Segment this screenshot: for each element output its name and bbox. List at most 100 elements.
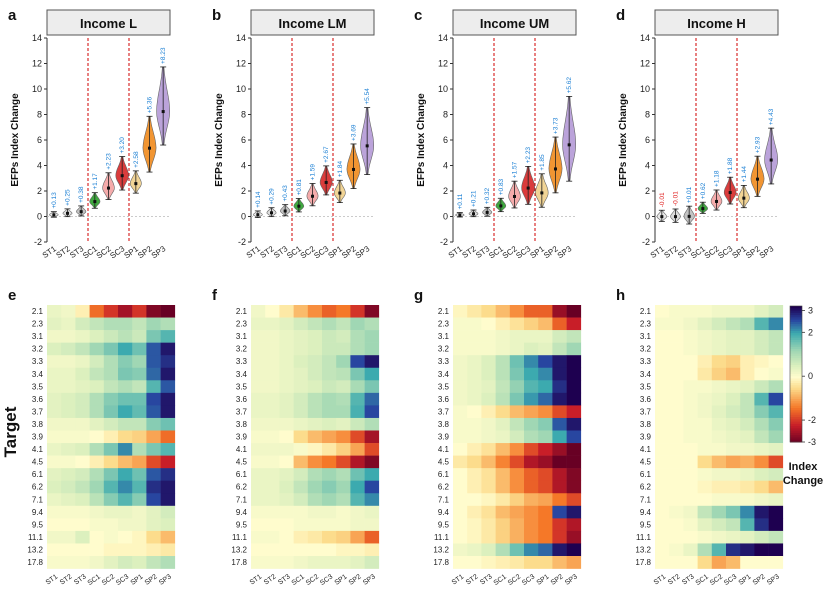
data-label-SP2: +2.93: [755, 136, 762, 153]
heat-cell-4.1-SC2: [103, 443, 119, 456]
x-tick-label: SC3: [521, 573, 536, 587]
heat-cell-3.4-SP1: [132, 367, 147, 381]
heat-cell-7.1-ST2: [61, 493, 76, 507]
median-point-SP1: [338, 191, 342, 195]
heat-cell-3.5-SP1: [336, 380, 351, 394]
heat-cell-3.5-ST1: [655, 380, 670, 394]
heat-cell-3.7-SP1: [538, 405, 553, 419]
heat-cell-6.2-ST1: [47, 480, 62, 494]
heat-cell-6.2-SP1: [538, 480, 553, 494]
x-tick-label: SC2: [305, 573, 320, 587]
median-point-ST2: [270, 211, 273, 215]
heat-cell-3.2-ST2: [669, 342, 684, 356]
heat-cell-11.1-ST3: [683, 530, 698, 544]
heat-cell-3.4-SP2: [146, 367, 161, 381]
colorbar-segment: [790, 310, 802, 314]
heat-cell-17.8-SC3: [322, 556, 337, 569]
heat-cell-3.7-ST1: [47, 405, 62, 419]
row-label: 3.1: [236, 332, 248, 341]
heat-cell-6.1-ST2: [61, 468, 76, 481]
data-label-SP3: +5.62: [566, 77, 573, 94]
heat-cell-3.2-SP3: [768, 342, 784, 356]
data-label-ST1: +0.13: [51, 192, 58, 209]
heat-cell-3.6-SC1: [89, 392, 105, 406]
panel-letter: g: [414, 287, 423, 304]
heat-cell-2.3-ST3: [481, 317, 496, 331]
row-label: 4.5: [640, 458, 652, 467]
heat-cell-9.4-ST3: [279, 505, 294, 519]
heat-cell-9.4-SC3: [726, 505, 741, 519]
heat-cell-3.5-SC2: [509, 380, 525, 394]
heat-cell-3.6-ST2: [467, 392, 482, 406]
heat-cell-3.3-SC3: [118, 355, 133, 369]
heat-cell-3.8-SP2: [552, 417, 567, 431]
heat-cell-3.6-SC3: [524, 392, 539, 406]
heat-cell-7.1-SC3: [726, 493, 741, 507]
x-tick-label: ST3: [479, 573, 494, 586]
heat-cell-3.6-ST3: [279, 392, 294, 406]
heat-cell-4.1-SP3: [364, 443, 380, 456]
heat-cell-3.9-SP1: [538, 430, 553, 444]
median-point-ST3: [283, 209, 287, 213]
x-tick-label: SC3: [723, 573, 738, 587]
heat-cell-2.3-ST1: [655, 317, 670, 331]
heat-cell-3.2-SP2: [350, 342, 365, 356]
row-label: 9.5: [32, 520, 44, 529]
row-label: 17.8: [433, 558, 449, 567]
heat-cell-3.2-ST3: [279, 342, 294, 356]
heat-cell-6.1-ST1: [453, 468, 468, 481]
heat-cell-3.4-SP3: [768, 367, 784, 381]
heat-cell-11.1-SC2: [711, 530, 727, 544]
heat-cell-3.7-SP3: [160, 405, 176, 419]
row-label: 9.5: [438, 520, 450, 529]
heat-cell-6.1-SP1: [740, 468, 755, 481]
heat-cell-9.5-ST3: [279, 518, 294, 532]
heat-cell-11.1-ST1: [251, 530, 266, 544]
heat-cell-4.5-SC1: [697, 455, 713, 469]
y-tick-label: 8: [241, 110, 246, 120]
heat-cell-4.1-ST2: [61, 443, 76, 456]
median-point-ST2: [66, 211, 69, 215]
heat-cell-3.3-SC1: [495, 355, 511, 369]
heat-cell-7.1-ST1: [655, 493, 670, 507]
x-tick-label: SP1: [536, 573, 551, 586]
median-point-SC2: [107, 186, 110, 190]
heat-cell-9.5-ST2: [265, 518, 280, 532]
row-label: 3.1: [438, 332, 450, 341]
heat-cell-3.3-SP1: [336, 355, 351, 369]
heat-cell-3.9-SP1: [132, 430, 147, 444]
heat-cell-3.4-ST1: [251, 367, 266, 381]
heat-cell-9.5-SP2: [754, 518, 769, 532]
heat-cell-17.8-SC3: [118, 556, 133, 569]
heat-cell-3.2-SP2: [552, 342, 567, 356]
heat-cell-9.4-SC3: [524, 505, 539, 519]
y-tick-label: 14: [438, 33, 448, 43]
heat-cell-9.5-SC1: [697, 518, 713, 532]
heat-cell-3.8-ST2: [669, 417, 684, 431]
row-label: 9.5: [640, 520, 652, 529]
colorbar-segment: [790, 337, 802, 341]
y-tick-label: -2: [34, 237, 42, 247]
heat-cell-3.4-SC3: [524, 367, 539, 381]
heat-cell-3.5-SP3: [768, 380, 784, 394]
heat-cell-3.9-SP3: [566, 430, 582, 444]
heat-cell-2.1-SP2: [552, 305, 567, 318]
heat-cell-6.2-SC3: [524, 480, 539, 494]
heat-cell-4.1-ST1: [655, 443, 670, 456]
y-tick-label: 4: [241, 161, 246, 171]
y-tick-label: 6: [443, 135, 448, 145]
x-tick-label: SP2: [550, 573, 565, 586]
heat-cell-9.5-SC2: [307, 518, 323, 532]
heat-cell-6.2-SC2: [711, 480, 727, 494]
heat-cell-3.7-ST2: [61, 405, 76, 419]
heat-cell-11.1-SP3: [768, 530, 784, 544]
median-point-ST3: [687, 214, 691, 218]
row-label: 3.5: [640, 382, 652, 391]
heat-cell-2.1-SC1: [89, 305, 105, 318]
heat-cell-3.7-SC2: [509, 405, 525, 419]
row-label: 3.6: [438, 395, 450, 404]
heat-cell-7.1-ST1: [453, 493, 468, 507]
heat-cell-13.2-ST1: [453, 543, 468, 557]
colorbar-segment: [790, 408, 802, 411]
heat-cell-3.8-ST3: [481, 417, 496, 431]
